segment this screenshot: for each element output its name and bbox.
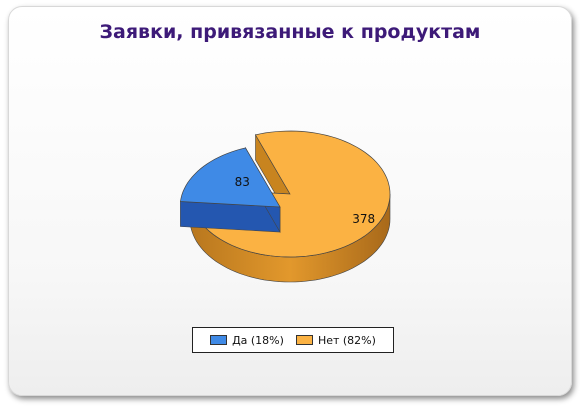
legend-item-net: Нет (82%) [295,333,376,347]
legend-swatch-net [295,335,313,345]
data-label-da: 83 [235,175,250,189]
legend-item-da: Да (18%) [210,334,284,347]
pie-top-da [179,147,281,208]
chart-title: Заявки, привязанные к продуктам [99,21,481,43]
pie-chart: 378 83 [179,130,391,283]
legend-label-da: Да (18%) [232,333,284,347]
legend-swatch-da [210,335,228,345]
pie-slice-da [179,146,281,234]
data-label-net: 378 [352,212,375,226]
legend: Да (18%) Нет (82%) [192,327,394,353]
chart-panel: Заявки, привязанные к продуктам 378 83 Да… [8,6,572,396]
legend-label-net: Нет (82%) [317,333,376,347]
